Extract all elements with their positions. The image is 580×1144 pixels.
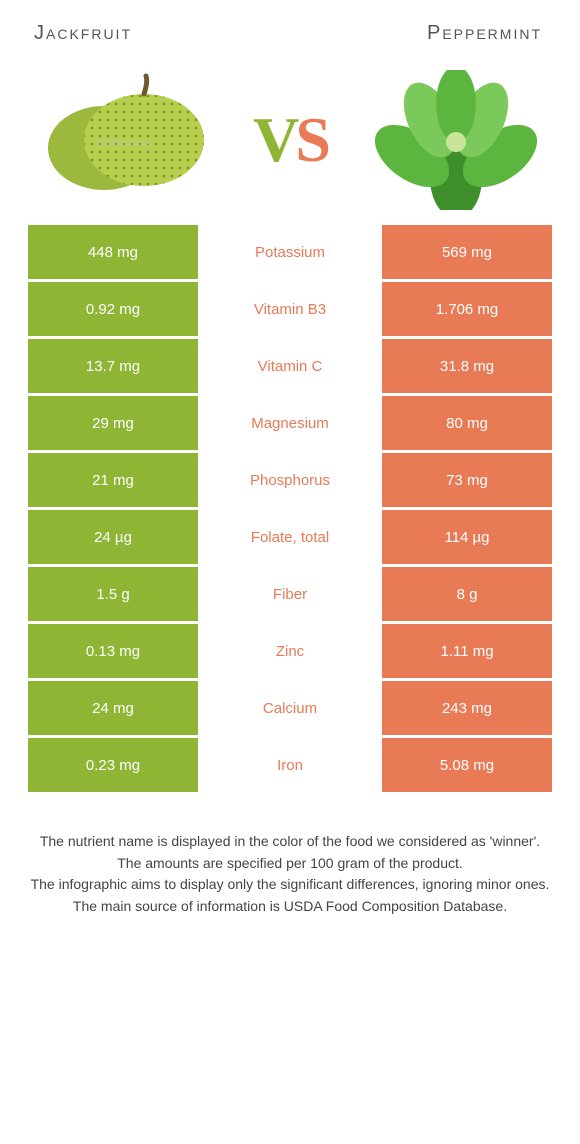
table-row: 448 mgPotassium569 mg xyxy=(28,225,552,279)
table-row: 13.7 mgVitamin C31.8 mg xyxy=(28,339,552,393)
table-row: 0.92 mgVitamin B31.706 mg xyxy=(28,282,552,336)
value-right: 31.8 mg xyxy=(382,339,552,393)
nutrient-name: Calcium xyxy=(201,681,379,735)
value-left: 13.7 mg xyxy=(28,339,198,393)
value-right: 8 g xyxy=(382,567,552,621)
nutrient-name: Potassium xyxy=(201,225,379,279)
nutrient-name: Vitamin C xyxy=(201,339,379,393)
footer-line: The nutrient name is displayed in the co… xyxy=(28,831,552,853)
nutrient-name: Magnesium xyxy=(201,396,379,450)
vs-label: VS xyxy=(253,108,327,172)
value-right: 243 mg xyxy=(382,681,552,735)
value-left: 24 µg xyxy=(28,510,198,564)
nutrient-name: Zinc xyxy=(201,624,379,678)
header-titles: Jackfruit Peppermint xyxy=(28,22,552,55)
table-row: 0.23 mgIron5.08 mg xyxy=(28,738,552,792)
value-left: 1.5 g xyxy=(28,567,198,621)
nutrient-name: Iron xyxy=(201,738,379,792)
table-row: 29 mgMagnesium80 mg xyxy=(28,396,552,450)
value-left: 24 mg xyxy=(28,681,198,735)
nutrient-name: Vitamin B3 xyxy=(201,282,379,336)
value-left: 0.13 mg xyxy=(28,624,198,678)
vs-s: S xyxy=(295,104,327,175)
nutrient-name: Fiber xyxy=(201,567,379,621)
value-right: 80 mg xyxy=(382,396,552,450)
nutrient-name: Folate, total xyxy=(201,510,379,564)
value-right: 5.08 mg xyxy=(382,738,552,792)
value-left: 0.23 mg xyxy=(28,738,198,792)
nutrient-name: Phosphorus xyxy=(201,453,379,507)
peppermint-image xyxy=(366,70,546,210)
value-left: 448 mg xyxy=(28,225,198,279)
jackfruit-image: shutterstock xyxy=(34,70,214,210)
title-left: Jackfruit xyxy=(34,22,132,45)
value-left: 0.92 mg xyxy=(28,282,198,336)
value-left: 29 mg xyxy=(28,396,198,450)
value-right: 114 µg xyxy=(382,510,552,564)
table-row: 0.13 mgZinc1.11 mg xyxy=(28,624,552,678)
table-row: 21 mgPhosphorus73 mg xyxy=(28,453,552,507)
footer-line: The amounts are specified per 100 gram o… xyxy=(28,853,552,875)
vs-v: V xyxy=(253,104,295,175)
value-right: 569 mg xyxy=(382,225,552,279)
value-right: 1.706 mg xyxy=(382,282,552,336)
value-right: 1.11 mg xyxy=(382,624,552,678)
table-row: 24 mgCalcium243 mg xyxy=(28,681,552,735)
nutrient-table: 448 mgPotassium569 mg0.92 mgVitamin B31.… xyxy=(28,225,552,792)
svg-text:shutterstock: shutterstock xyxy=(97,138,152,149)
title-right: Peppermint xyxy=(427,22,542,45)
value-left: 21 mg xyxy=(28,453,198,507)
footer-notes: The nutrient name is displayed in the co… xyxy=(28,795,552,918)
hero-row: shutterstock VS xyxy=(28,55,552,225)
footer-line: The main source of information is USDA F… xyxy=(28,896,552,918)
table-row: 1.5 gFiber8 g xyxy=(28,567,552,621)
value-right: 73 mg xyxy=(382,453,552,507)
table-row: 24 µgFolate, total114 µg xyxy=(28,510,552,564)
footer-line: The infographic aims to display only the… xyxy=(28,874,552,896)
